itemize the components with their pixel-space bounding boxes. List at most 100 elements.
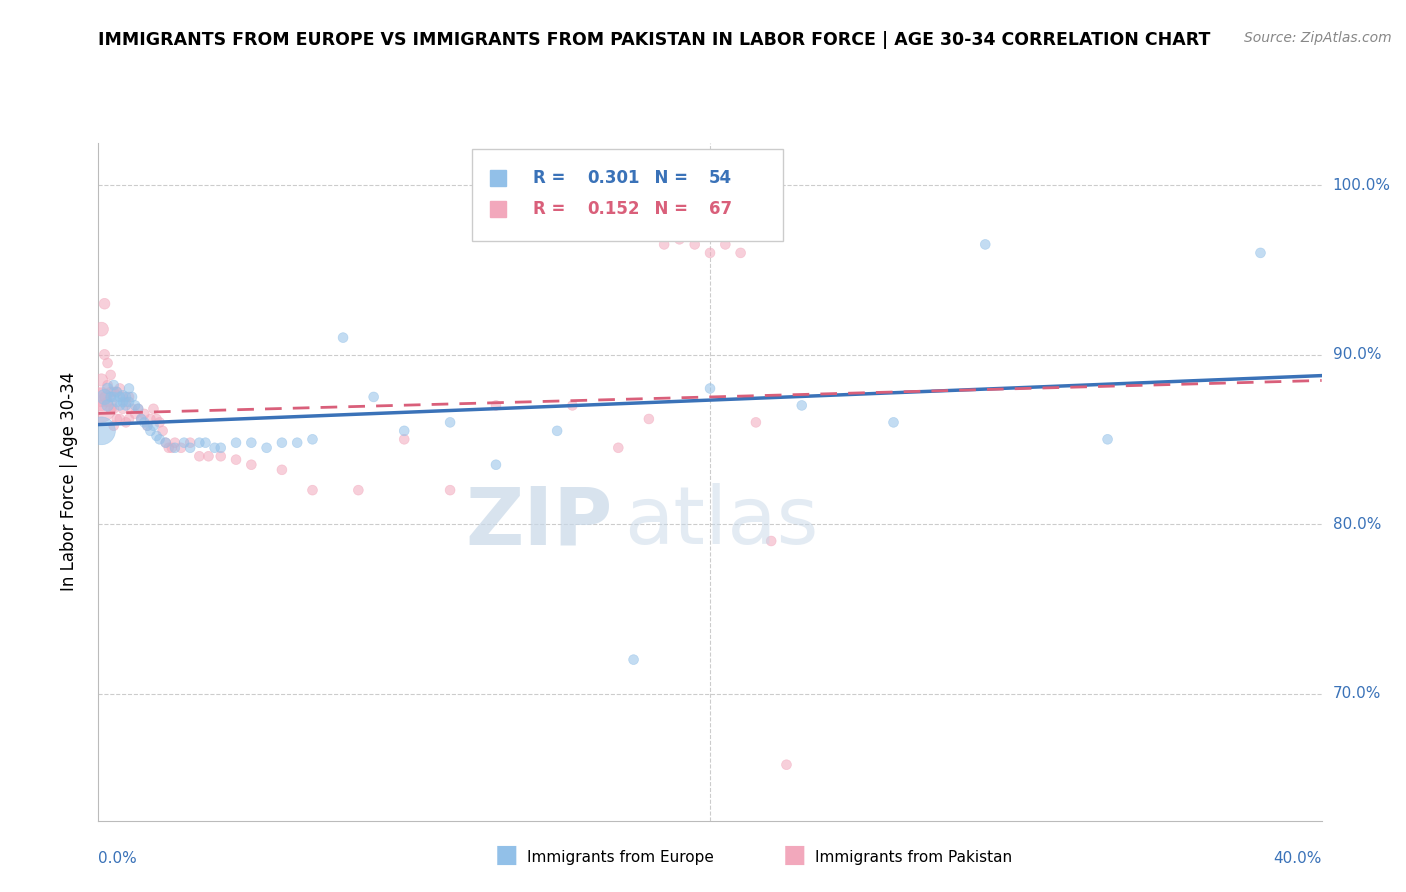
- Y-axis label: In Labor Force | Age 30-34: In Labor Force | Age 30-34: [59, 372, 77, 591]
- Point: [103, 378, 125, 392]
- Point: [139, 412, 162, 426]
- Point: [179, 441, 201, 455]
- Point: [118, 395, 141, 409]
- Point: [115, 398, 138, 412]
- Point: [607, 441, 630, 455]
- Point: [108, 412, 131, 426]
- Text: Source: ZipAtlas.com: Source: ZipAtlas.com: [1244, 31, 1392, 45]
- Point: [637, 412, 661, 426]
- Point: [699, 381, 721, 395]
- Point: [157, 441, 180, 455]
- Text: 90.0%: 90.0%: [1333, 347, 1381, 362]
- Point: [699, 245, 721, 260]
- Point: [149, 432, 172, 446]
- Point: [97, 398, 120, 412]
- Point: [90, 398, 112, 412]
- Point: [136, 418, 159, 433]
- Point: [90, 373, 112, 387]
- FancyBboxPatch shape: [471, 150, 783, 241]
- Point: [301, 432, 323, 446]
- Point: [209, 449, 232, 463]
- Point: [730, 245, 752, 260]
- Point: [100, 384, 122, 399]
- Point: [256, 441, 278, 455]
- Point: [90, 424, 112, 438]
- Point: [90, 390, 112, 404]
- Point: [790, 398, 813, 412]
- Point: [883, 415, 905, 429]
- Point: [759, 533, 782, 548]
- Point: [439, 483, 461, 497]
- Point: [332, 330, 354, 344]
- Point: [105, 412, 128, 426]
- Point: [127, 401, 149, 416]
- Text: IMMIGRANTS FROM EUROPE VS IMMIGRANTS FROM PAKISTAN IN LABOR FORCE | AGE 30-34 CO: IMMIGRANTS FROM EUROPE VS IMMIGRANTS FRO…: [98, 31, 1211, 49]
- Point: [97, 381, 120, 395]
- Text: 67: 67: [709, 200, 733, 219]
- Point: [90, 322, 112, 336]
- Point: [188, 449, 211, 463]
- Point: [179, 435, 201, 450]
- Point: [105, 395, 128, 409]
- Point: [103, 401, 125, 416]
- Point: [115, 415, 138, 429]
- Point: [118, 412, 141, 426]
- Point: [163, 435, 186, 450]
- Point: [93, 347, 115, 361]
- Point: [129, 412, 152, 426]
- Point: [108, 390, 131, 404]
- Point: [118, 381, 141, 395]
- Point: [103, 418, 125, 433]
- Point: [623, 652, 645, 666]
- Point: [100, 390, 122, 404]
- Point: [121, 390, 143, 404]
- Point: [111, 395, 134, 409]
- Text: R =: R =: [533, 169, 571, 187]
- Point: [103, 384, 125, 399]
- Point: [546, 424, 568, 438]
- Text: 0.152: 0.152: [588, 200, 640, 219]
- Point: [111, 401, 134, 416]
- Point: [209, 441, 232, 455]
- Point: [270, 435, 292, 450]
- Point: [775, 757, 797, 772]
- Point: [115, 390, 138, 404]
- Point: [105, 384, 128, 399]
- Point: [100, 368, 122, 382]
- Point: [745, 415, 768, 429]
- Text: 70.0%: 70.0%: [1333, 686, 1381, 701]
- Point: [100, 401, 122, 416]
- Text: N =: N =: [643, 200, 693, 219]
- Text: 80.0%: 80.0%: [1333, 516, 1381, 532]
- Point: [136, 418, 159, 433]
- Point: [225, 435, 247, 450]
- Text: ZIP: ZIP: [465, 483, 612, 561]
- Point: [714, 237, 737, 252]
- Point: [160, 441, 183, 455]
- Point: [93, 296, 115, 310]
- Point: [118, 390, 141, 404]
- Point: [225, 452, 247, 467]
- Point: [485, 398, 508, 412]
- Point: [155, 435, 177, 450]
- Point: [145, 429, 167, 443]
- Point: [974, 237, 997, 252]
- Point: [439, 415, 461, 429]
- Point: [152, 424, 174, 438]
- Point: [121, 401, 143, 416]
- Point: [108, 398, 131, 412]
- Point: [301, 483, 323, 497]
- Point: [347, 483, 370, 497]
- Point: [111, 390, 134, 404]
- Point: [1097, 432, 1119, 446]
- Text: Immigrants from Pakistan: Immigrants from Pakistan: [815, 850, 1012, 865]
- Point: [173, 435, 195, 450]
- Point: [97, 356, 120, 370]
- Text: 40.0%: 40.0%: [1274, 851, 1322, 866]
- Point: [285, 435, 308, 450]
- Point: [240, 458, 263, 472]
- Text: ■: ■: [783, 843, 806, 867]
- Point: [97, 378, 120, 392]
- Point: [134, 415, 156, 429]
- Point: [93, 390, 115, 404]
